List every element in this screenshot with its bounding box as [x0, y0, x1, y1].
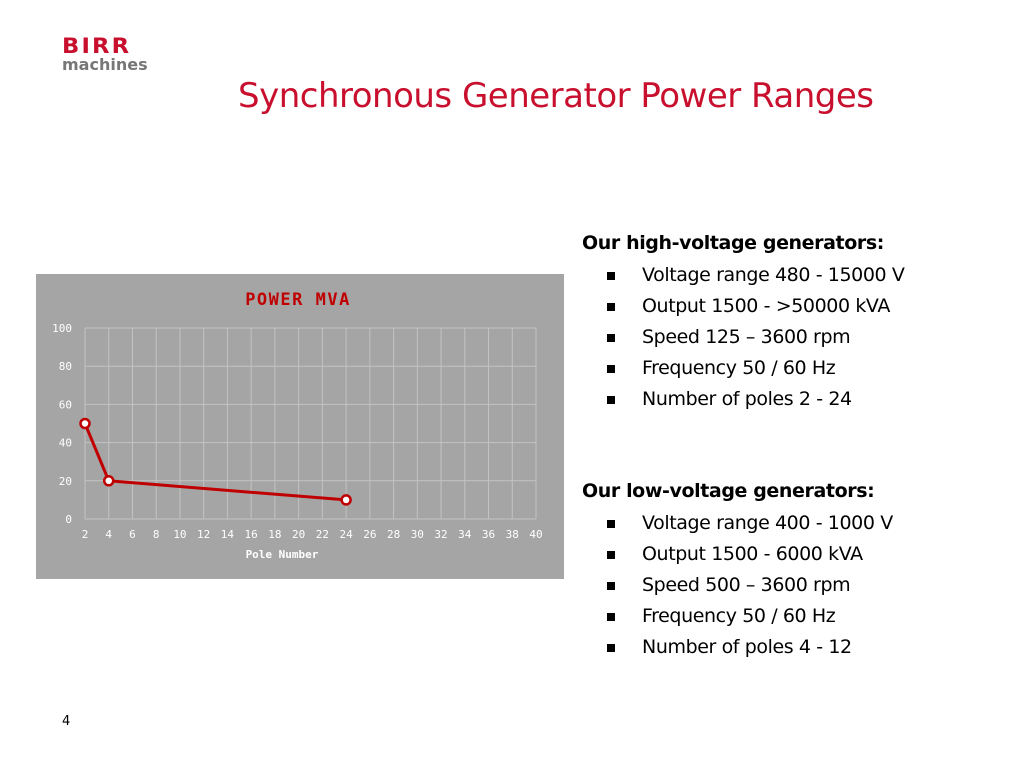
chart-x-tick-label: 34	[458, 528, 472, 541]
chart-x-tick-label: 26	[363, 528, 376, 541]
chart-y-tick-label: 40	[59, 437, 72, 450]
chart-x-tick-label: 10	[173, 528, 186, 541]
chart-x-tick-label: 14	[221, 528, 235, 541]
bullet-text: Speed 125 – 3600 rpm	[642, 326, 851, 348]
slide-title: Synchronous Generator Power Ranges	[238, 76, 874, 116]
bullet-text: Frequency 50 / 60 Hz	[642, 357, 836, 379]
logo-brand: BIRR	[62, 34, 132, 58]
chart-data-point	[79, 417, 91, 430]
chart-y-tick-label: 80	[59, 360, 72, 373]
chart-y-tick-label: 0	[65, 513, 72, 526]
chart-x-tick-label: 32	[434, 528, 447, 541]
bullet-square-icon	[607, 365, 615, 373]
low-voltage-section: Our low-voltage generators: Voltage rang…	[582, 478, 1022, 663]
bullet-text: Speed 500 – 3600 rpm	[642, 574, 851, 596]
high-voltage-section: Our high-voltage generators: Voltage ran…	[582, 230, 1022, 415]
chart-x-tick-label: 24	[339, 528, 353, 541]
company-logo: BIRR machines	[62, 36, 148, 74]
bullet-text: Frequency 50 / 60 Hz	[642, 605, 836, 627]
bullet-item: Frequency 50 / 60 Hz	[582, 601, 1022, 632]
chart-x-tick-label: 36	[482, 528, 495, 541]
bullet-item: Speed 125 – 3600 rpm	[582, 322, 1022, 353]
bullet-text: Voltage range 480 - 15000 V	[642, 264, 905, 286]
bullet-square-icon	[607, 303, 615, 311]
chart-series-line	[83, 422, 347, 502]
bullet-text: Number of poles 2 - 24	[642, 388, 852, 410]
chart-series	[79, 417, 352, 506]
bullet-square-icon	[607, 334, 615, 342]
chart-x-tick-label: 40	[529, 528, 542, 541]
bullet-item: Speed 500 – 3600 rpm	[582, 570, 1022, 601]
chart-ticks: 2 4 6 8 10 12 14 16 18 20 22 24 26 28 30 32 34 36 38 400204…	[52, 322, 543, 541]
bullet-square-icon	[607, 551, 615, 559]
page-number: 4	[62, 714, 71, 729]
bullet-square-icon	[607, 272, 615, 280]
power-chart-svg: 2 4 6 8 10 12 14 16 18 20 22 24 26 28 30 32 34 36 38 400204…	[52, 290, 543, 561]
chart-x-tick-label: 18	[268, 528, 281, 541]
low-voltage-list: Voltage range 400 - 1000 V Output 1500 - …	[582, 508, 1022, 663]
bullet-item: Number of poles 4 - 12	[582, 632, 1022, 663]
bullet-text: Output 1500 - >50000 kVA	[642, 295, 890, 317]
bullet-item: Voltage range 400 - 1000 V	[582, 508, 1022, 539]
bullet-item: Output 1500 - >50000 kVA	[582, 291, 1022, 322]
bullet-text: Voltage range 400 - 1000 V	[642, 512, 893, 534]
chart-data-point	[340, 494, 352, 506]
chart-x-tick-label: 22	[316, 528, 329, 541]
chart-x-tick-label: 8	[153, 528, 160, 541]
bullet-text: Number of poles 4 - 12	[642, 636, 852, 658]
bullet-square-icon	[607, 644, 615, 652]
chart-data-point	[102, 475, 115, 487]
low-voltage-heading: Our low-voltage generators:	[582, 480, 875, 502]
chart-x-tick-label: 38	[506, 528, 519, 541]
bullet-item: Output 1500 - 6000 kVA	[582, 539, 1022, 570]
bullet-item: Voltage range 480 - 15000 V	[582, 260, 1022, 291]
chart-title: POWER MVA	[245, 290, 351, 310]
chart-y-tick-label: 100	[52, 322, 72, 335]
bullet-item: Number of poles 2 - 24	[582, 384, 1022, 415]
high-voltage-heading: Our high-voltage generators:	[582, 232, 884, 254]
chart-x-axis-label: Pole Number	[246, 548, 319, 561]
bullet-square-icon	[607, 582, 615, 590]
chart-x-tick-label: 12	[197, 528, 210, 541]
bullet-square-icon	[607, 396, 615, 404]
power-chart: 2 4 6 8 10 12 14 16 18 20 22 24 26 28 30 32 34 36 38 40 0 20 4…	[36, 274, 564, 579]
chart-x-tick-label: 20	[292, 528, 305, 541]
chart-x-tick-label: 16	[245, 528, 258, 541]
chart-x-tick-label: 28	[387, 528, 400, 541]
chart-x-tick-label: 6	[129, 528, 136, 541]
chart-x-tick-label: 2	[82, 528, 89, 541]
chart-y-tick-label: 60	[59, 398, 72, 411]
high-voltage-list: Voltage range 480 - 15000 V Output 1500 -…	[582, 260, 1022, 415]
bullet-square-icon	[607, 520, 615, 528]
logo-subtitle: machines	[62, 55, 148, 74]
bullet-square-icon	[607, 613, 615, 621]
bullet-item: Frequency 50 / 60 Hz	[582, 353, 1022, 384]
chart-x-tick-label: 30	[411, 528, 424, 541]
chart-y-tick-label: 20	[59, 475, 72, 488]
bullet-text: Output 1500 - 6000 kVA	[642, 543, 863, 565]
chart-x-tick-label: 4	[105, 528, 112, 541]
chart-grid	[84, 327, 537, 520]
